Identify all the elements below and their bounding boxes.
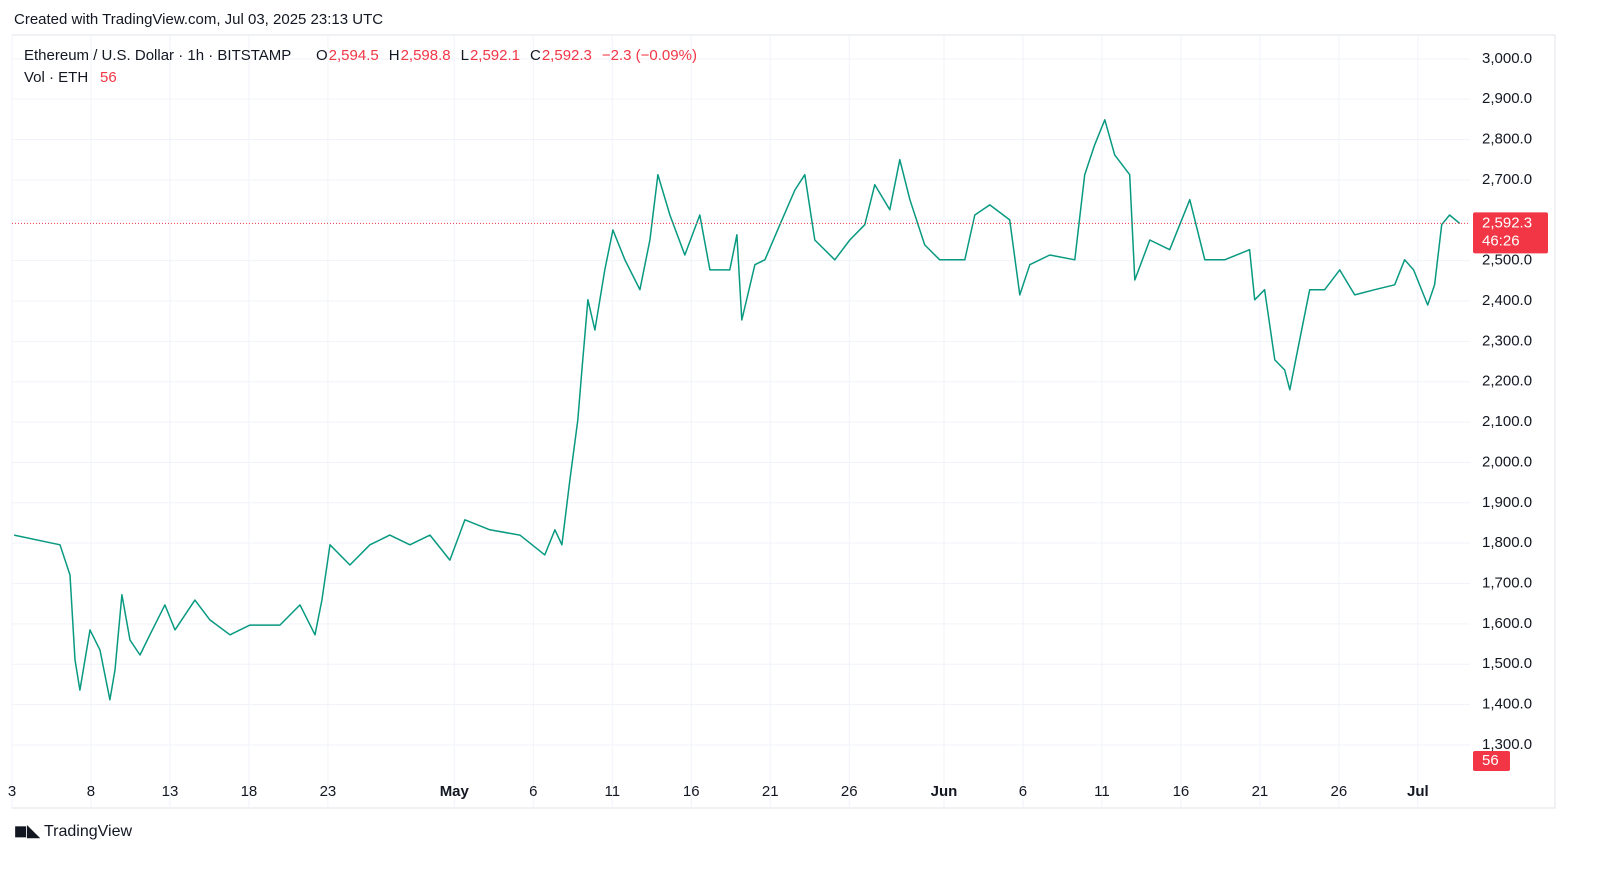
ohlc-key: H [389,47,400,64]
volume-value: 56 [100,69,117,86]
x-tick-label: 11 [604,783,620,800]
y-tick-label: 1,600.0 [1482,615,1532,632]
brand-logo: ◼◣ [14,823,41,840]
y-tick-label: 2,900.0 [1482,90,1532,107]
countdown: 46:26 [1482,232,1520,249]
brand: TradingView [44,823,132,840]
y-tick-label: 1,500.0 [1482,655,1532,672]
ohlc-value: 2,592.3 [542,47,592,64]
y-tick-label: 1,400.0 [1482,696,1532,713]
x-tick-label: Jun [931,783,958,800]
x-tick-label: 16 [1173,783,1190,800]
x-tick-label: 3 [8,783,16,800]
y-tick-label: 2,700.0 [1482,171,1532,188]
x-tick-label: 11 [1094,783,1110,800]
price-line [13,119,1461,701]
last-price-box [1473,212,1548,254]
change: −2.3 (−0.09%) [602,47,697,64]
x-tick-label: 6 [1019,783,1027,800]
ohlc-key: C [530,47,541,64]
ohlc-legend: O 2,594.5 H 2,598.8 L 2,592.1 C 2,592.3 −2.3 (−0… [316,47,697,64]
x-tick-label: 18 [241,783,258,800]
y-tick-label: 2,000.0 [1482,453,1532,470]
y-tick-label: 2,400.0 [1482,292,1532,309]
x-tick-label: 21 [762,783,779,800]
x-tick-label: May [440,783,470,800]
ohlc-value: 2,594.5 [329,47,379,64]
x-tick-label: 13 [162,783,179,800]
y-tick-label: 2,300.0 [1482,332,1532,349]
x-tick-label: 6 [529,783,537,800]
y-tick-label: 2,200.0 [1482,373,1532,390]
x-tick-label: 21 [1252,783,1269,800]
y-tick-label: 1,800.0 [1482,534,1532,551]
created-note: Created with TradingView.com, Jul 03, 20… [14,11,383,28]
x-tick-label: 26 [841,783,858,800]
volume-box [1473,751,1510,771]
volume-legend: Vol · ETH [24,69,88,86]
y-tick-label: 1,700.0 [1482,574,1532,591]
y-tick-label: 1,300.0 [1482,736,1532,753]
x-tick-label: 8 [87,783,95,800]
y-tick-label: 1,900.0 [1482,494,1532,511]
ohlc-key: L [461,47,469,64]
ohlc-value: 2,592.1 [470,47,520,64]
volume-axis-label: 56 [1482,752,1499,769]
x-tick-label: 16 [683,783,700,800]
x-tick-label: 26 [1331,783,1348,800]
y-tick-label: 2,800.0 [1482,131,1532,148]
y-tick-label: 3,000.0 [1482,50,1532,67]
last-price-label: 2,592.3 [1482,214,1532,231]
ohlc-key: O [316,47,328,64]
symbol: Ethereum / U.S. Dollar · 1h · BITSTAMP [24,47,291,64]
ohlc-value: 2,598.8 [401,47,451,64]
x-tick-label: Jul [1407,783,1429,800]
plot [12,119,1470,701]
y-tick-label: 2,500.0 [1482,252,1532,269]
y-tick-label: 2,100.0 [1482,413,1532,430]
x-tick-label: 23 [320,783,337,800]
